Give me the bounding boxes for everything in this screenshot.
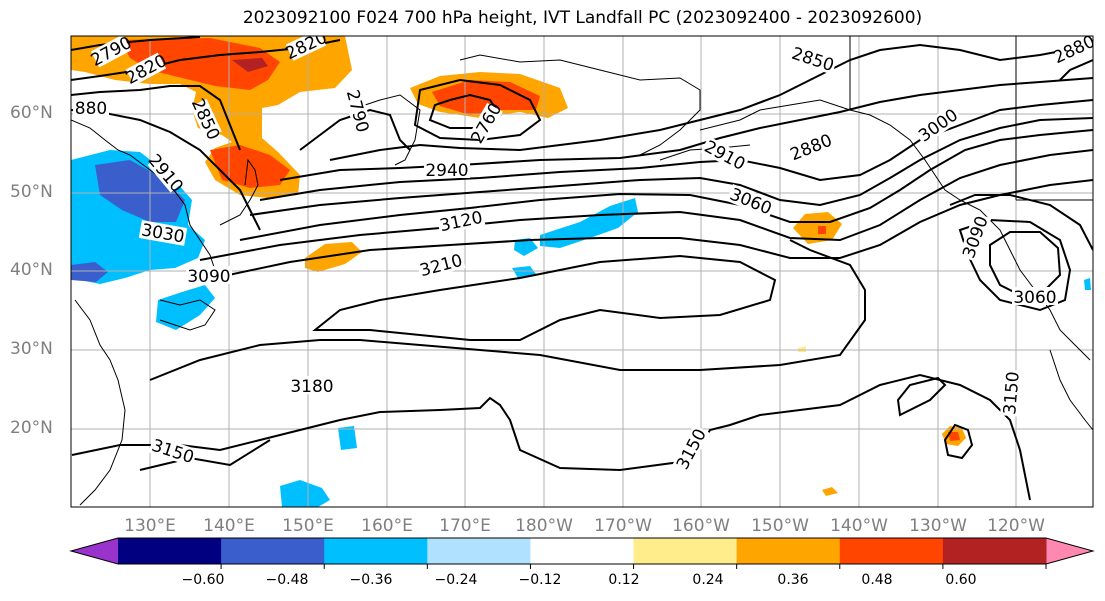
map-title: 2023092100 F024 700 hPa height, IVT Land… — [242, 8, 923, 28]
contour-label: 880 — [75, 99, 107, 119]
lat-tick-20n: 20°N — [10, 418, 53, 438]
colorbar-cell — [736, 538, 841, 564]
colorbar-label: −0.36 — [349, 572, 393, 588]
lat-tick-30n: 30°N — [10, 339, 53, 359]
lon-tick-130w: 130°W — [909, 516, 967, 536]
contour-label: 2940 — [425, 161, 468, 181]
lon-tick-140w: 140°W — [830, 516, 888, 536]
lon-tick-130e: 130°E — [124, 516, 176, 536]
colorbar-label: −0.48 — [265, 572, 309, 588]
colorbar-extend-low — [71, 538, 118, 564]
colorbar-label: −0.60 — [181, 572, 225, 588]
colorbar-cell — [633, 538, 738, 564]
lon-tick-120w: 120°W — [987, 516, 1045, 536]
lon-tick-150w: 150°W — [751, 516, 809, 536]
lon-tick-170e: 170°E — [439, 516, 491, 536]
negative-shading — [71, 150, 1091, 507]
colorbar-label: 0.60 — [945, 572, 977, 588]
colorbar-label: 0.48 — [861, 572, 893, 588]
contour-label: 3150 — [1000, 371, 1024, 416]
lat-tick-40n: 40°N — [10, 260, 53, 280]
contour-label: 3060 — [1013, 288, 1056, 308]
contour-label: 3180 — [290, 377, 333, 397]
colorbar — [69, 537, 1095, 569]
contour-label: 3090 — [187, 267, 230, 287]
colorbar-cell — [118, 538, 222, 564]
colorbar-extend-high — [1046, 538, 1093, 564]
colorbar-cell — [324, 538, 428, 564]
plot-border — [70, 35, 1094, 508]
colorbar-cell — [221, 538, 325, 564]
lat-tick-50n: 50°N — [10, 182, 53, 202]
colorbar-label: −0.12 — [518, 572, 562, 588]
colorbar-label: −0.24 — [434, 572, 478, 588]
colorbar-cell — [839, 538, 944, 564]
colorbar-outline — [69, 537, 1095, 565]
colorbar-label: 0.12 — [608, 572, 640, 588]
colorbar-label: 0.36 — [777, 572, 809, 588]
colorbar-cell — [942, 538, 1047, 564]
colorbar-cell — [427, 538, 531, 564]
lon-tick-170w: 170°W — [594, 516, 652, 536]
contour-lines — [71, 36, 1093, 501]
lon-tick-160e: 160°E — [361, 516, 413, 536]
colorbar-cell — [530, 538, 635, 564]
lon-tick-160w: 160°W — [672, 516, 730, 536]
lon-tick-150e: 150°E — [282, 516, 334, 536]
lon-tick-140e: 140°E — [203, 516, 255, 536]
colorbar-label: 0.24 — [692, 572, 724, 588]
lat-tick-60n: 60°N — [10, 103, 53, 123]
lon-tick-180w: 180°W — [515, 516, 573, 536]
